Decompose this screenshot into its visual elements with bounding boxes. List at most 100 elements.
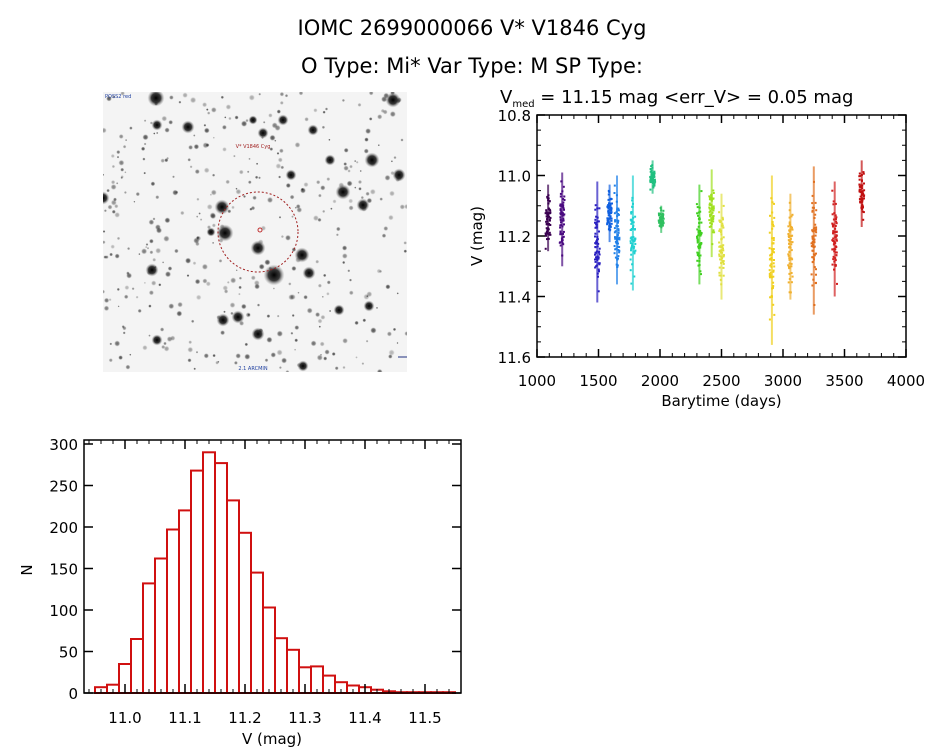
- lightcurve-point: [617, 255, 620, 258]
- lightcurve-point: [787, 281, 790, 284]
- lightcurve-point: [617, 219, 620, 222]
- faint-star: [109, 342, 113, 346]
- lightcurve-point: [790, 249, 793, 252]
- faint-star: [357, 179, 363, 185]
- lightcurve-point: [696, 228, 699, 231]
- faint-star: [404, 331, 407, 337]
- faint-star: [284, 94, 289, 98]
- bright-star: [363, 300, 375, 312]
- lightcurve-point: [719, 221, 722, 223]
- faint-star: [377, 144, 380, 147]
- faint-star: [393, 156, 397, 160]
- lightcurve-point: [696, 241, 699, 244]
- faint-star: [270, 352, 277, 358]
- lightcurve-point: [773, 313, 776, 316]
- faint-star: [148, 219, 155, 226]
- lightcurve-point: [832, 225, 834, 228]
- lightcurve-point: [630, 212, 633, 215]
- faint-star: [103, 173, 105, 176]
- lightcurve-point: [594, 232, 597, 235]
- faint-star: [321, 295, 324, 298]
- faint-star: [106, 188, 110, 193]
- faint-star: [103, 230, 106, 233]
- lightcurve-point: [633, 228, 636, 231]
- x-tick-label: 1500: [579, 372, 617, 390]
- faint-star: [365, 191, 370, 196]
- faint-star: [275, 163, 282, 169]
- lightcurve-point: [594, 258, 596, 261]
- lightcurve-point: [858, 178, 861, 181]
- lightcurve-point: [649, 176, 652, 179]
- lightcurve-point: [597, 268, 600, 271]
- bright-star: [103, 191, 110, 205]
- bright-star: [214, 199, 230, 215]
- faint-star: [376, 268, 382, 274]
- faint-star: [203, 167, 210, 174]
- faint-star: [281, 357, 288, 364]
- lightcurve-point: [545, 220, 548, 223]
- lightcurve-point: [595, 265, 597, 268]
- lightcurve-point: [814, 201, 817, 204]
- bright-star: [250, 240, 266, 256]
- faint-star: [377, 114, 383, 120]
- faint-star: [116, 155, 120, 159]
- lightcurve-point: [598, 253, 601, 256]
- lightcurve-point: [858, 185, 861, 188]
- y-tick-label: 50: [59, 644, 78, 662]
- lightcurve-point: [549, 212, 551, 215]
- lightcurve-point: [659, 220, 662, 223]
- lightcurve-point: [594, 235, 596, 238]
- lightcurve-point: [859, 198, 862, 201]
- lightcurve-point: [545, 212, 548, 215]
- faint-star: [137, 308, 142, 313]
- lightcurve-season-0: [544, 184, 552, 252]
- lightcurve-point: [614, 236, 616, 239]
- lightcurve-point: [696, 212, 699, 215]
- faint-star: [193, 134, 196, 137]
- faint-star: [211, 223, 216, 228]
- lightcurve-point: [722, 266, 725, 269]
- faint-star: [210, 107, 217, 113]
- x-tick-label: 11.2: [228, 709, 261, 727]
- lightcurve-point: [606, 206, 609, 209]
- lightcurve-point: [559, 213, 562, 216]
- lightcurve-point: [835, 231, 838, 234]
- faint-star: [218, 259, 223, 263]
- faint-star: [256, 303, 261, 307]
- lightcurve-point-column: [561, 172, 564, 267]
- faint-star: [306, 307, 313, 314]
- lightcurve-point: [787, 253, 790, 256]
- lightcurve-point: [598, 247, 601, 250]
- lightcurve-point: [791, 241, 794, 244]
- faint-star: [295, 204, 301, 209]
- faint-star: [388, 214, 394, 221]
- faint-star: [254, 283, 260, 290]
- histogram-bar: [106, 683, 120, 695]
- faint-star: [210, 213, 217, 220]
- faint-star: [369, 188, 376, 195]
- lightcurve-point: [594, 218, 597, 221]
- lightcurve-point: [811, 194, 814, 197]
- lightcurve-point: [662, 222, 665, 225]
- lightcurve-point: [594, 208, 597, 211]
- lightcurve-point: [595, 251, 597, 254]
- lightcurve-point: [787, 239, 790, 242]
- lightcurve-point: [649, 168, 652, 170]
- faint-star: [358, 187, 362, 191]
- faint-star: [129, 353, 132, 356]
- lightcurve-point: [610, 219, 613, 222]
- lightcurve-point: [700, 273, 702, 276]
- faint-star: [109, 252, 113, 257]
- faint-star: [343, 162, 348, 166]
- lightcurve-season-10: [718, 193, 725, 300]
- faint-star: [141, 248, 148, 255]
- faint-star: [365, 339, 369, 343]
- lightcurve-point: [618, 236, 621, 239]
- faint-star: [103, 127, 107, 134]
- histogram-bar: [298, 666, 312, 694]
- lightcurve-point: [768, 247, 771, 250]
- lightcurve-point: [721, 260, 724, 263]
- lightcurve-point: [611, 202, 613, 205]
- lightcurve-point: [629, 242, 632, 245]
- faint-star: [160, 158, 165, 163]
